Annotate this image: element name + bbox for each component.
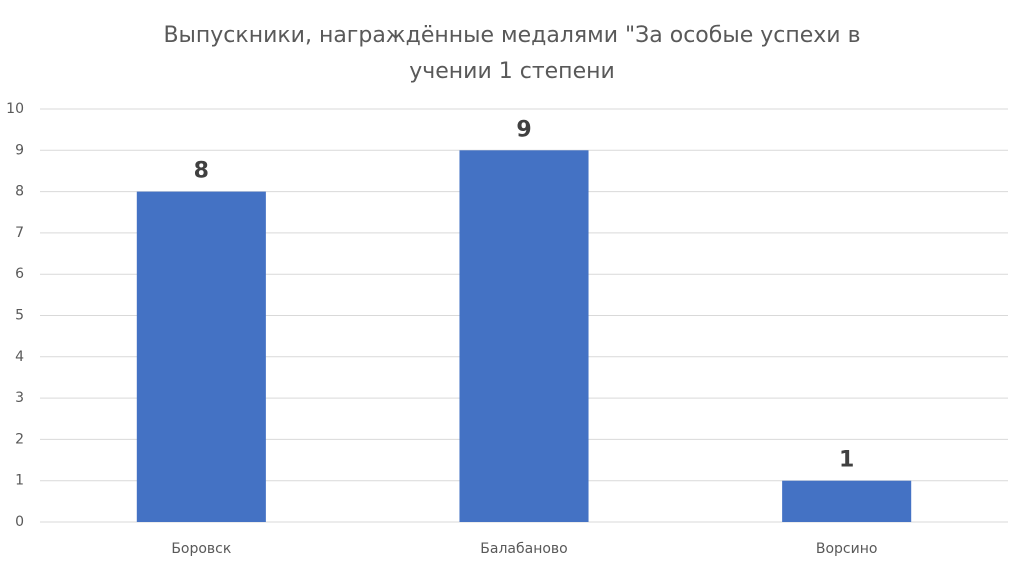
y-tick-label: 2 [15, 431, 24, 447]
x-tick-label: Балабаново [480, 541, 567, 557]
chart-title: Выпускники, награждённые медалями "За ос… [163, 23, 861, 84]
y-tick-label: 5 [15, 308, 24, 324]
data-label: 9 [516, 117, 531, 142]
bar [136, 191, 266, 522]
y-tick-label: 1 [15, 473, 24, 489]
y-tick-label: 4 [15, 349, 24, 365]
bar [459, 150, 589, 523]
y-tick-label: 8 [15, 184, 24, 200]
y-tick-label: 0 [15, 514, 24, 530]
y-tick-label: 6 [15, 266, 24, 282]
data-label: 1 [839, 448, 854, 473]
y-tick-label: 9 [15, 142, 24, 158]
y-tick-label: 10 [6, 101, 24, 117]
y-tick-label: 3 [15, 390, 24, 406]
x-tick-label: Боровск [171, 541, 231, 557]
data-label: 8 [194, 159, 209, 184]
x-tick-label: Ворсино [816, 541, 878, 557]
bar [782, 480, 912, 522]
y-tick-label: 7 [15, 225, 24, 241]
